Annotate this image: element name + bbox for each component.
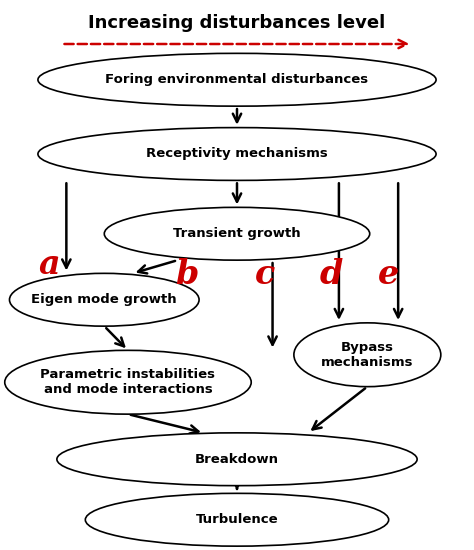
Text: Bypass
mechanisms: Bypass mechanisms — [321, 341, 414, 368]
Text: d: d — [320, 258, 344, 292]
Text: a: a — [39, 248, 61, 280]
Ellipse shape — [104, 207, 370, 260]
Text: Turbulence: Turbulence — [196, 513, 278, 526]
Text: Transient growth: Transient growth — [173, 227, 301, 240]
Text: Increasing disturbances level: Increasing disturbances level — [88, 14, 386, 32]
Ellipse shape — [85, 493, 389, 546]
Text: Parametric instabilities
and mode interactions: Parametric instabilities and mode intera… — [40, 368, 216, 396]
Text: e: e — [378, 258, 399, 292]
Ellipse shape — [9, 273, 199, 326]
Ellipse shape — [38, 53, 436, 106]
Text: c: c — [255, 258, 275, 292]
Text: Foring environmental disturbances: Foring environmental disturbances — [105, 73, 369, 86]
Text: Eigen mode growth: Eigen mode growth — [31, 293, 177, 306]
Ellipse shape — [294, 323, 441, 387]
Text: Receptivity mechanisms: Receptivity mechanisms — [146, 147, 328, 161]
Ellipse shape — [5, 350, 251, 414]
Text: b: b — [175, 258, 199, 292]
Ellipse shape — [57, 433, 417, 486]
Text: Breakdown: Breakdown — [195, 453, 279, 466]
Ellipse shape — [38, 128, 436, 180]
